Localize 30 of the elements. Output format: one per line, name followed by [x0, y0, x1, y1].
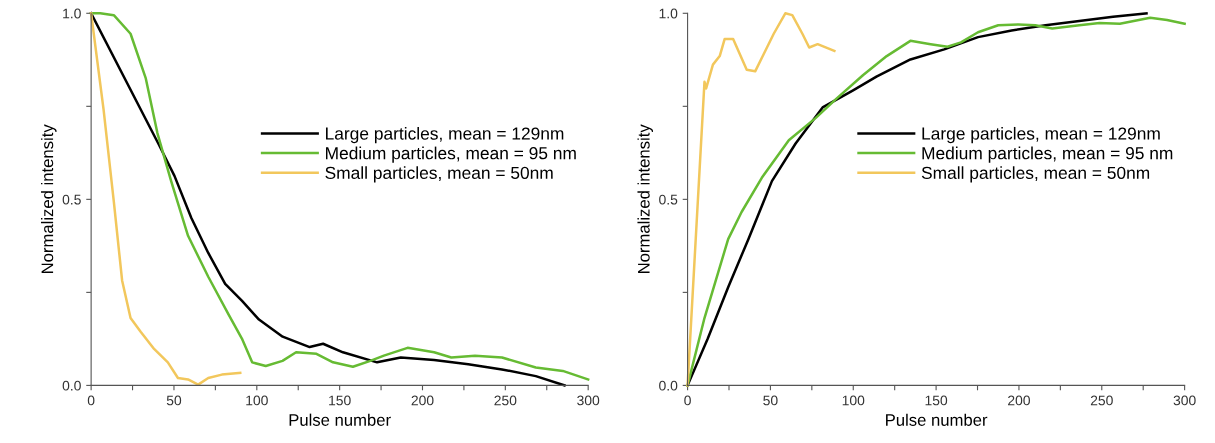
- x-axis-title: Pulse number: [289, 413, 391, 426]
- legend-label: Small particles, mean = 50nm: [325, 166, 553, 183]
- x-tick-label: 50: [763, 395, 778, 406]
- x-tick-label: 0: [684, 395, 691, 406]
- legend-label: Medium particles, mean = 95 nm: [922, 146, 1173, 163]
- legend-label: Medium particles, mean = 95 nm: [326, 146, 576, 163]
- x-tick-label: 200: [411, 395, 434, 406]
- y-tick-label: 0.5: [659, 194, 678, 205]
- y-tick-label: 0.5: [62, 194, 81, 205]
- x-tick-label: 200: [1008, 395, 1030, 406]
- y-tick-label: 0.0: [659, 380, 678, 391]
- y-axis-title: Normalized intensity: [41, 124, 57, 274]
- y-axis-title: Normalized intensity: [637, 124, 653, 274]
- y-tick-label: 0.0: [62, 380, 81, 391]
- legend-label: Large particles, mean = 129nm: [922, 126, 1160, 144]
- x-tick-label: 250: [1090, 395, 1113, 406]
- x-tick-label: 50: [166, 395, 182, 406]
- y-tick-label: 1.0: [63, 8, 81, 19]
- x-tick-label: 100: [246, 395, 268, 406]
- x-tick-label: 300: [577, 395, 600, 406]
- x-tick-label: 0: [87, 395, 95, 406]
- x-tick-label: 300: [1173, 395, 1196, 406]
- x-tick-label: 100: [842, 395, 865, 406]
- x-tick-label: 250: [494, 395, 517, 406]
- x-tick-label: 150: [329, 395, 351, 406]
- x-tick-label: 150: [925, 395, 948, 406]
- legend-label: Small particles, mean = 50nm: [921, 166, 1150, 183]
- legend-label: Large particles, mean = 129nm: [326, 126, 564, 144]
- y-tick-label: 1.0: [659, 8, 678, 19]
- x-axis-title: Pulse number: [886, 413, 988, 426]
